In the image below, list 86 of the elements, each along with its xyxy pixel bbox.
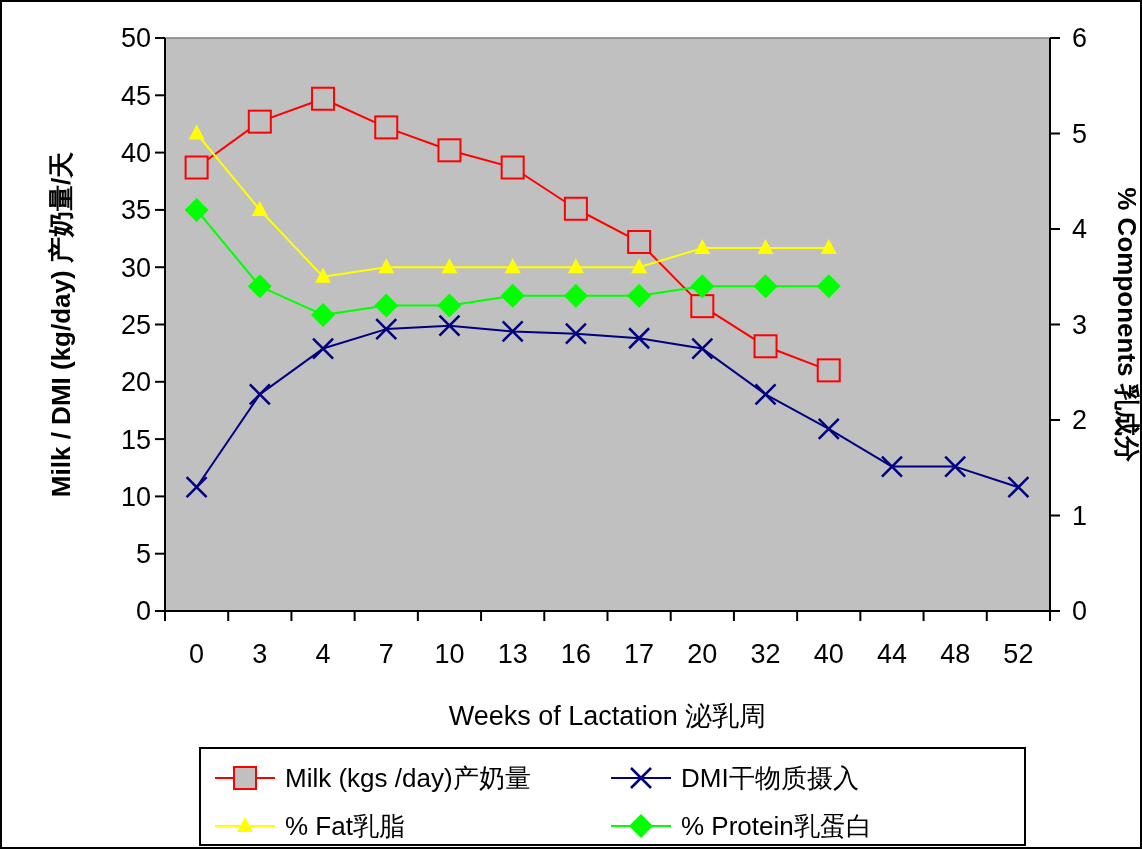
point [184,197,209,222]
point [567,258,584,274]
y-tick-label: 30 [120,252,151,283]
y2-tick-label: 3 [1072,309,1088,340]
y-tick-label: 45 [120,80,151,111]
point [315,267,332,283]
point [311,337,335,360]
x-tick-label: 16 [560,639,591,669]
point [753,274,778,299]
x-tick-label: 7 [378,639,394,669]
point [564,322,588,345]
y2-tick-label: 6 [1072,23,1088,54]
point [563,196,588,221]
point [816,358,841,383]
point [1007,475,1030,499]
y-axis-title: Milk / DMI (kg/day) 产奶量/天 [46,151,76,498]
point [820,239,837,255]
x-tick-label: 17 [624,639,655,669]
x-tick-label: 40 [813,639,844,669]
legend-label: DMI干物质摄入 [681,763,859,794]
point [311,302,336,327]
point [754,383,777,406]
x-tick-label: 3 [252,639,268,669]
y2-tick-label: 4 [1072,214,1088,245]
point [504,258,521,274]
x-tick-label: 20 [687,639,718,669]
y2-tick-label: 2 [1072,405,1088,436]
point [188,124,205,140]
x-tick-label: 4 [315,639,331,669]
point [251,200,268,216]
point [438,314,461,337]
point [757,239,774,255]
x-tick-label: 32 [750,639,781,669]
y-tick-label: 20 [120,367,151,398]
point [185,475,208,499]
point [374,115,399,140]
x-axis-title: Weeks of Lactation 泌乳周 [448,701,767,731]
point [690,274,715,299]
legend-label: % Protein乳蛋白 [681,811,872,842]
x-tick-label: 44 [876,639,907,669]
point [753,334,778,359]
point [374,293,399,318]
point [627,283,652,308]
y-tick-label: 5 [135,539,151,570]
y-tick-label: 50 [120,23,151,54]
point [248,383,272,406]
point [247,274,272,299]
point [816,274,841,299]
legend-label: Milk (kgs /day)产奶量 [285,763,531,794]
legend-label: % Fat乳脂 [285,811,405,842]
point [311,86,336,111]
point [694,239,711,255]
y-tick-label: 40 [120,138,151,169]
point [691,337,714,360]
y-tick-label: 25 [120,309,151,340]
y2-tick-label: 0 [1072,596,1088,627]
point [690,294,715,319]
y-tick-label: 35 [120,195,151,226]
point [375,317,398,341]
x-tick-label: 13 [497,639,528,669]
y2-tick-label: 1 [1072,500,1088,531]
y-tick-label: 10 [120,481,151,512]
point [378,258,395,274]
point [441,258,458,274]
point [184,155,209,180]
point [501,320,524,343]
point [437,293,462,318]
point [563,283,588,308]
x-tick-label: 10 [434,639,465,669]
point [500,155,525,180]
x-tick-label: 52 [1003,639,1034,669]
y2-axis-title: % Components 乳成分 [1112,187,1142,463]
point [817,417,840,441]
point [631,258,648,274]
point [627,327,651,350]
x-tick-label: 48 [940,639,971,669]
point [247,109,272,134]
x-tick-label: 0 [189,639,205,669]
y-tick-label: 15 [120,424,151,455]
point [437,138,462,163]
point [627,229,652,254]
y-tick-label: 0 [135,596,151,627]
point [500,283,525,308]
point [943,455,967,478]
y2-tick-label: 5 [1072,118,1088,149]
point [880,455,904,478]
